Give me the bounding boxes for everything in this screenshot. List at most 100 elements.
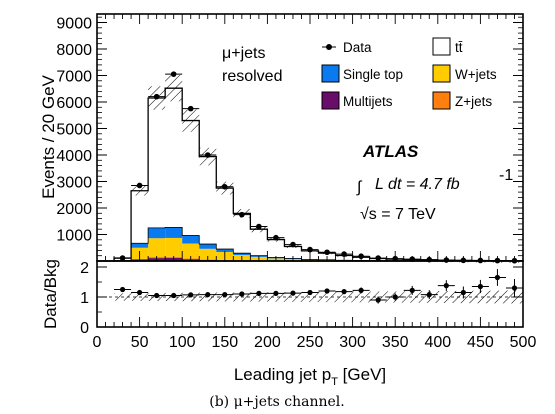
luminosity-label: L dt = 4.7 fb (375, 176, 460, 193)
data-point-3 (170, 71, 177, 77)
ratio-point-12 (324, 288, 330, 294)
legend-label-multijets: Multijets (343, 94, 393, 109)
bar-tt-8 (233, 213, 251, 254)
bar-singletop-4 (165, 227, 183, 238)
data-point-11 (307, 246, 313, 253)
data-point-7 (239, 211, 245, 218)
ratio-point-22 (494, 274, 501, 281)
ratio-point-0 (119, 286, 126, 293)
ratio-point-21 (477, 283, 483, 290)
x-tick-label-10: 500 (510, 334, 537, 351)
ratio-uncertainty-bin-18 (403, 291, 421, 303)
data-point-1 (136, 182, 143, 189)
legend-label-z-jets: Z+jets (455, 94, 492, 109)
data-point-8 (256, 223, 262, 230)
ratio-point-6 (222, 292, 228, 298)
category-label: resolved (222, 68, 282, 85)
ratio-point-8 (256, 290, 262, 296)
legend-item-ttbar: tt̄ (432, 37, 463, 56)
y-tick-label-1: 2000 (56, 201, 92, 218)
ratio-point-2 (154, 292, 160, 299)
data-point-10 (290, 241, 296, 248)
ratio-uncertainty-bin-23 (488, 290, 506, 304)
ratio-panel: 0 1 2 0 50 100 150 200 250 300 350 400 450 500 Data/… (41, 259, 536, 351)
bar-singletop-6 (199, 244, 217, 249)
bar-tt-3 (148, 98, 166, 228)
ratio-point-4 (188, 292, 194, 298)
bar-tt-2 (131, 190, 149, 244)
legend-label-data: Data (343, 40, 372, 55)
y-tick-label-5: 6000 (56, 95, 92, 112)
ratio-point-5 (205, 292, 211, 298)
ratio-point-23 (511, 285, 518, 291)
ratio-uncertainty-bin-11 (284, 292, 302, 302)
x-tick-label-1: 50 (131, 334, 149, 351)
legend-label-single-top: Single top (343, 67, 403, 82)
bar-singletop-3 (148, 227, 166, 239)
data-point-2 (153, 93, 160, 100)
ratio-y-tick-label-2: 2 (80, 260, 89, 277)
ratio-y-label: Data/Bkg (41, 259, 60, 329)
y-tick-label-3: 4000 (56, 148, 92, 165)
ratio-y-ticks: 0 1 2 (80, 260, 523, 337)
data-point-13 (341, 251, 347, 257)
data-point-5 (204, 152, 211, 158)
ratio-point-1 (137, 289, 143, 296)
bar-singletop-2 (131, 243, 149, 248)
legend-label-ttbar: tt̄ (455, 40, 463, 55)
y-tick-label-6: 7000 (56, 68, 92, 85)
x-tick-label-3: 150 (211, 334, 238, 351)
bar-tt-10 (267, 239, 285, 258)
ratio-point-17 (409, 287, 415, 293)
channel-label: μ+jets (222, 45, 265, 62)
ratio-x-ticks: 0 50 100 150 200 250 300 350 400 450 500 (93, 317, 537, 351)
legend-item-w-jets: W+jets (432, 64, 497, 83)
ratio-point-7 (239, 291, 245, 297)
bar-singletop-5 (182, 235, 200, 244)
integral-sign: ∫ (356, 179, 363, 196)
ratio-points (114, 269, 523, 304)
energy-label: √s = 7 TeV (360, 206, 436, 223)
ratio-point-3 (171, 292, 177, 299)
atlas-label: ATLAS (362, 142, 419, 161)
legend: Data tt̄ Single top W+jets Multijets Z+j… (321, 37, 497, 110)
ratio-point-14 (358, 287, 364, 293)
bar-tt-9 (250, 229, 268, 256)
data-point-9 (273, 234, 279, 241)
uncertainty-bin-5 (182, 109, 200, 132)
legend-item-data: Data (322, 40, 372, 55)
main-x-ticks (96, 14, 524, 261)
data-point-12 (324, 249, 330, 256)
stacked-histogram (97, 87, 524, 262)
y-tick-label-0: 1000 (56, 227, 92, 244)
bar-tt-11 (284, 246, 302, 259)
uncertainty-bin-2 (131, 185, 149, 196)
x-tick-label-5: 250 (297, 334, 324, 351)
ratio-point-10 (290, 290, 296, 296)
x-tick-label-4: 200 (254, 334, 281, 351)
y-tick-label-8: 9000 (56, 15, 92, 32)
bar-singletop-7 (216, 249, 234, 252)
bar-wjets-5 (182, 243, 200, 259)
legend-item-single-top: Single top (321, 64, 403, 83)
ratio-point-9 (273, 290, 279, 296)
uncertainty-bin-4 (165, 75, 183, 102)
legend-item-multijets: Multijets (321, 91, 393, 110)
figure-caption: (b) μ+jets channel. (209, 394, 345, 410)
bar-tt-5 (182, 120, 200, 236)
x-tick-label-2: 100 (169, 334, 196, 351)
ratio-uncertainty-bin-9 (250, 292, 268, 302)
ratio-point-18 (426, 292, 432, 298)
ratio-point-16 (392, 294, 398, 300)
ratio-y-tick-label-0: 0 (80, 320, 89, 337)
x-tick-label-7: 350 (382, 334, 409, 351)
bar-tt-6 (199, 156, 217, 245)
x-tick-label-8: 400 (424, 334, 451, 351)
y-tick-label-4: 5000 (56, 121, 92, 138)
x-tick-label-9: 450 (467, 334, 494, 351)
ratio-point-15 (375, 297, 381, 303)
data-point-4 (187, 105, 194, 112)
y-tick-label-7: 8000 (56, 42, 92, 59)
main-panel: 1000 2000 3000 4000 5000 6000 7000 8000 9000 Eve… (39, 13, 524, 264)
